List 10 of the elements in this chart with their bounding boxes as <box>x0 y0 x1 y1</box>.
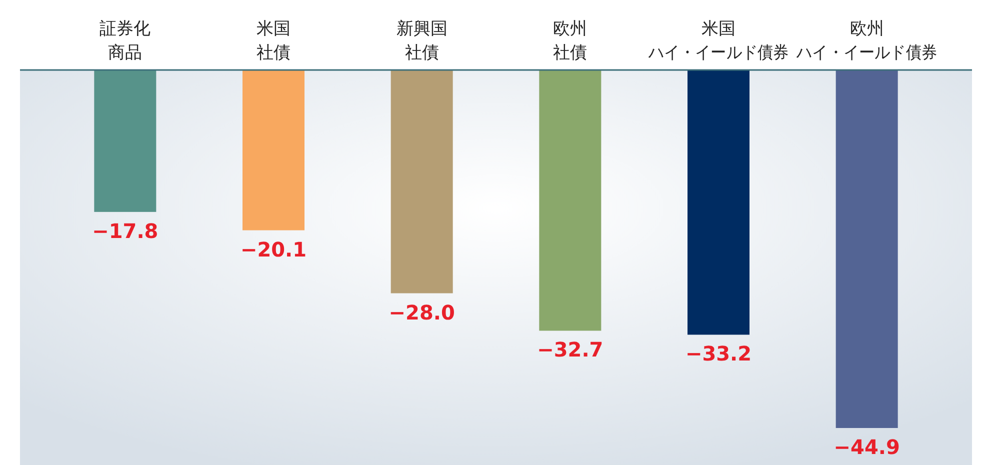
data-label: −44.9 <box>834 435 900 459</box>
data-label: −32.7 <box>537 338 604 362</box>
x-tick-label: 証券化商品 <box>100 19 151 63</box>
x-tick-label: 新興国社債 <box>396 19 448 63</box>
x-tick-label: 米国社債 <box>256 19 290 63</box>
data-label: −20.1 <box>240 237 307 262</box>
x-tick-label: 欧州社債 <box>553 19 588 63</box>
data-label: −33.2 <box>685 342 752 366</box>
data-label: −17.8 <box>92 218 158 243</box>
data-label: −28.0 <box>388 300 455 324</box>
